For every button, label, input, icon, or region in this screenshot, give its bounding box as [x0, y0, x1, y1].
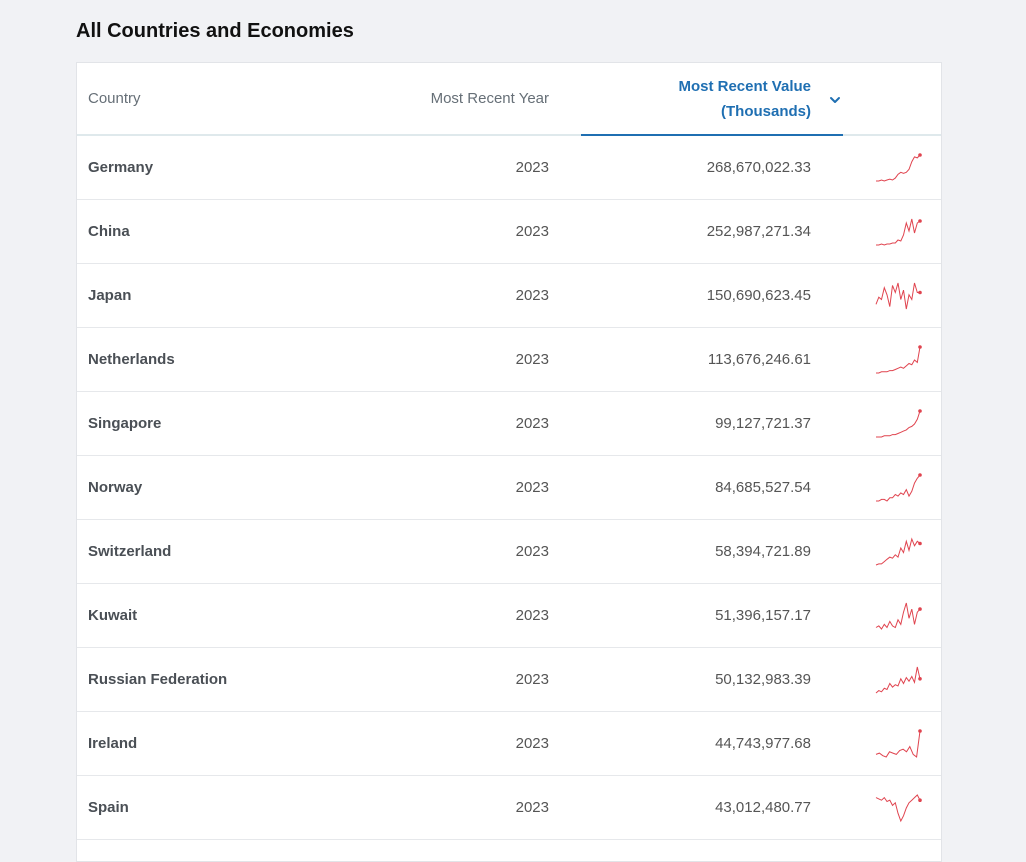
sparkline-endpoint: [918, 797, 922, 802]
sparkline-line: [875, 536, 921, 565]
table-row[interactable]: Russian Federation 2023 50,132,983.39: [77, 648, 941, 712]
sparkline-line: [876, 346, 921, 373]
trend-sparkline: [875, 793, 922, 822]
sparkline-endpoint: [918, 728, 922, 733]
sparkline-cell: [867, 200, 927, 263]
sparkline-endpoint: [918, 541, 922, 545]
table-row[interactable]: Japan 2023 150,690,623.45: [77, 264, 941, 328]
country-name: Kuwait: [88, 607, 138, 624]
most-recent-value: 58,394,721.89: [715, 543, 811, 560]
sparkline-endpoint: [918, 472, 922, 477]
sparkline-line: [875, 793, 921, 822]
country-name: Switzerland: [88, 543, 172, 560]
most-recent-year: 2023: [515, 479, 549, 496]
sparkline-endpoint: [918, 290, 922, 294]
country-name: Germany: [88, 159, 154, 176]
trend-sparkline: [875, 536, 922, 565]
trend-sparkline: [876, 408, 922, 437]
trend-sparkline: [876, 344, 922, 373]
sparkline-cell: [867, 392, 927, 455]
sparkline-cell: [867, 520, 927, 583]
sparkline-line: [876, 218, 921, 246]
table-row[interactable]: Norway 2023 84,685,527.54: [77, 456, 941, 520]
trend-sparkline: [875, 666, 922, 693]
sparkline-cell: [867, 776, 927, 839]
trend-sparkline: [876, 472, 922, 502]
most-recent-year: 2023: [515, 159, 549, 176]
country-name: Ireland: [88, 735, 138, 752]
country-name: Russian Federation: [88, 671, 228, 688]
countries-table: Country Most Recent Year Most Recent Val…: [76, 62, 942, 862]
most-recent-year: 2023: [515, 543, 549, 560]
sparkline-line: [875, 730, 921, 758]
table-row[interactable]: Switzerland 2023 58,394,721.89: [77, 520, 941, 584]
table-row[interactable]: Netherlands 2023 113,676,246.61: [77, 328, 941, 392]
trend-sparkline: [875, 282, 922, 309]
trend-sparkline: [875, 602, 922, 630]
most-recent-year: 2023: [515, 415, 549, 432]
table-header: Country Most Recent Year Most Recent Val…: [77, 63, 941, 136]
sparkline-line: [876, 474, 921, 502]
trend-sparkline: [876, 152, 922, 182]
table-row[interactable]: China 2023 252,987,271.34: [77, 200, 941, 264]
sparkline-cell: [867, 456, 927, 519]
page-title: All Countries and Economies: [76, 20, 354, 42]
most-recent-value: 84,685,527.54: [715, 479, 811, 496]
most-recent-value: 268,670,022.33: [706, 159, 811, 176]
most-recent-year: 2023: [515, 351, 549, 368]
most-recent-year: 2023: [515, 799, 549, 816]
column-header-value[interactable]: Most Recent Value (Thousands): [581, 63, 843, 136]
sparkline-endpoint: [918, 152, 922, 157]
most-recent-year: 2023: [515, 735, 549, 752]
column-header-year[interactable]: Most Recent Year: [430, 90, 549, 107]
country-name: Singapore: [88, 415, 162, 432]
trend-sparkline: [876, 218, 922, 246]
sparkline-cell: [867, 264, 927, 327]
column-header-value-unit: (Thousands): [721, 102, 811, 120]
sparkline-cell: [867, 648, 927, 711]
sparkline-endpoint: [918, 606, 922, 611]
table-row[interactable]: Spain 2023 43,012,480.77: [77, 776, 941, 840]
trend-sparkline: [875, 728, 922, 758]
most-recent-year: 2023: [515, 607, 549, 624]
column-header-country[interactable]: Country: [88, 90, 141, 107]
sparkline-line: [875, 282, 920, 309]
sparkline-line: [876, 154, 921, 182]
table-body: Germany 2023 268,670,022.33 China 2023 252,98…: [77, 136, 941, 840]
country-name: Norway: [88, 479, 143, 496]
column-header-value-label: Most Recent Value: [678, 77, 811, 95]
most-recent-value: 150,690,623.45: [706, 287, 811, 304]
table-row[interactable]: Germany 2023 268,670,022.33: [77, 136, 941, 200]
sparkline-line: [876, 410, 921, 437]
sparkline-line: [875, 602, 921, 630]
most-recent-year: 2023: [515, 223, 549, 240]
table-row[interactable]: Singapore 2023 99,127,721.37: [77, 392, 941, 456]
most-recent-value: 44,743,977.68: [715, 735, 811, 752]
sparkline-cell: [867, 712, 927, 775]
sparkline-endpoint: [918, 408, 922, 413]
country-name: China: [88, 223, 130, 240]
chevron-down-icon[interactable]: [828, 93, 842, 107]
most-recent-value: 43,012,480.77: [715, 799, 811, 816]
sparkline-endpoint: [918, 218, 922, 223]
country-name: Japan: [88, 287, 132, 304]
sparkline-endpoint: [918, 344, 922, 349]
country-name: Spain: [88, 799, 129, 816]
sparkline-line: [875, 666, 921, 693]
most-recent-year: 2023: [515, 287, 549, 304]
most-recent-value: 99,127,721.37: [715, 415, 811, 432]
table-row[interactable]: Ireland 2023 44,743,977.68: [77, 712, 941, 776]
most-recent-value: 252,987,271.34: [706, 223, 811, 240]
country-name: Netherlands: [88, 351, 175, 368]
sparkline-cell: [867, 136, 927, 199]
most-recent-value: 50,132,983.39: [715, 671, 811, 688]
sparkline-cell: [867, 584, 927, 647]
most-recent-year: 2023: [515, 671, 549, 688]
table-row[interactable]: Kuwait 2023 51,396,157.17: [77, 584, 941, 648]
most-recent-value: 113,676,246.61: [707, 351, 811, 368]
sparkline-endpoint: [918, 676, 922, 681]
sparkline-cell: [867, 328, 927, 391]
most-recent-value: 51,396,157.17: [715, 607, 811, 624]
